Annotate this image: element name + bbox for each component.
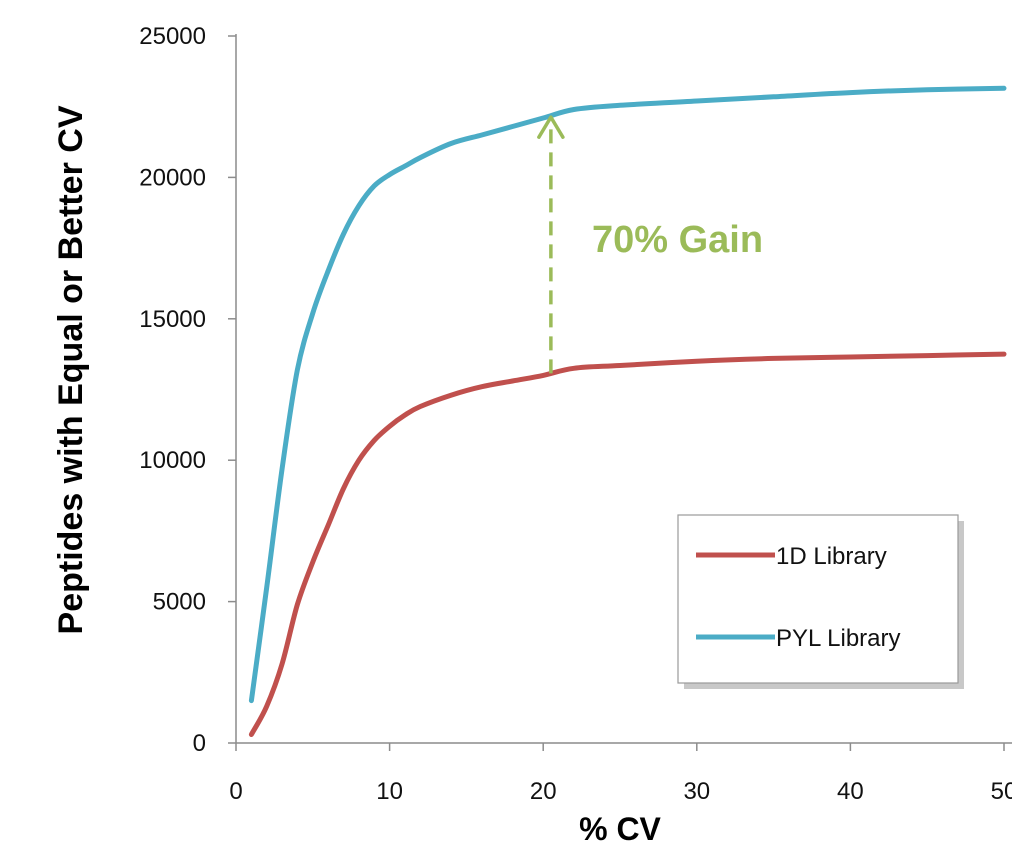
x-tick-label: 10 [376,778,403,805]
x-tick-label: 0 [229,778,242,805]
x-tick-label: 40 [837,778,864,805]
x-tick-label: 50 [991,778,1012,805]
legend: 1D Library PYL Library [677,514,964,689]
x-axis-ticks: 0 10 20 30 40 50 [229,743,1012,805]
series-line-pyl-library [248,85,1007,704]
y-tick-label: 20000 [139,164,206,191]
legend-label-1d-library: 1D Library [776,543,887,570]
y-tick-label: 25000 [139,23,206,50]
x-axis-title: % CV [579,811,661,847]
x-tick-label: 20 [530,778,557,805]
gain-annotation-label: 70% Gain [592,219,763,261]
x-tick-label: 30 [683,778,710,805]
gain-arrow-head [537,115,565,139]
y-tick-label: 10000 [139,447,206,474]
y-tick-label: 0 [193,730,206,757]
axes: 0 5000 10000 15000 20000 25000 0 10 20 30 40 50 [139,23,1012,805]
y-axis-ticks: 0 5000 10000 15000 20000 25000 [139,23,236,757]
series-lines [248,85,1007,737]
legend-box [677,514,959,684]
y-axis-title: Peptides with Equal or Better CV [52,105,90,634]
annotations: 70% Gain [537,115,763,374]
y-tick-label: 5000 [153,589,206,616]
y-tick-label: 15000 [139,306,206,333]
series-line-1d-library [248,351,1007,737]
legend-label-pyl-library: PYL Library [776,625,901,652]
